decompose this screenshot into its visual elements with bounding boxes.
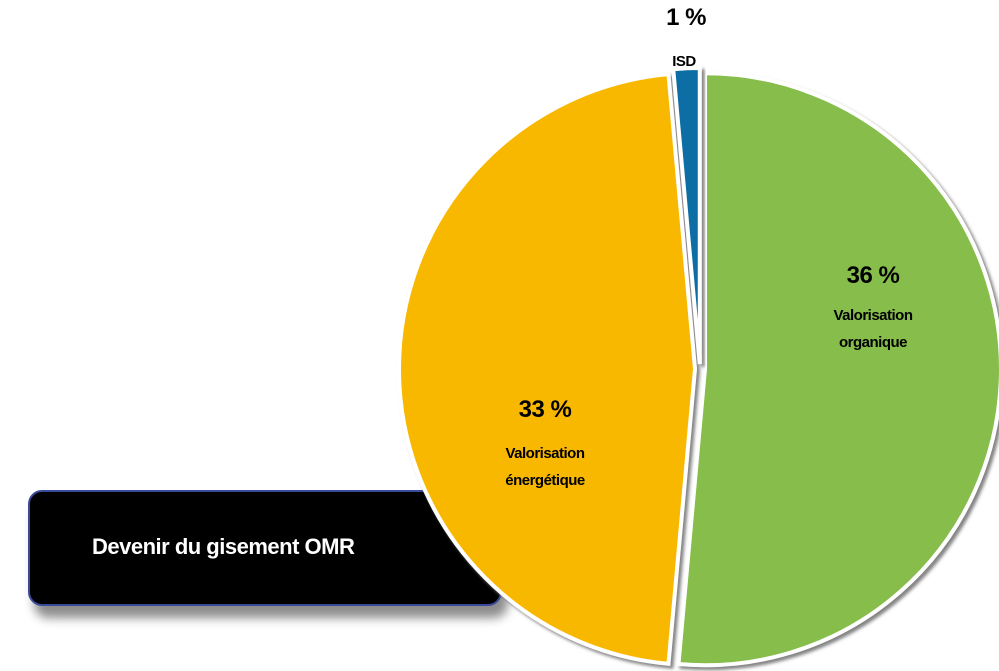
category-label: Valorisation énergétique <box>505 445 585 489</box>
value-label: 1 % <box>666 4 706 31</box>
category-label: ISD <box>672 53 696 70</box>
pie-slice <box>676 71 999 668</box>
category-label: Valorisation organique <box>833 307 913 351</box>
value-label: 36 % <box>846 262 900 289</box>
pie-slice <box>397 72 698 666</box>
value-label: 33 % <box>518 396 572 423</box>
title-box <box>28 490 502 606</box>
pie-slice <box>671 66 702 365</box>
chart-title: Devenir du gisement OMR <box>92 534 355 559</box>
